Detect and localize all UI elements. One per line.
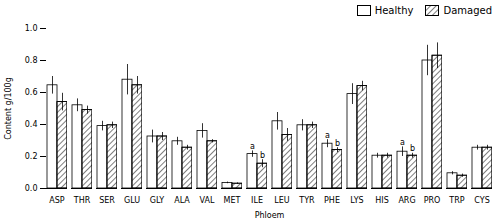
svg-text:a: a — [325, 131, 330, 140]
svg-text:a: a — [250, 142, 255, 151]
svg-text:GLU: GLU — [124, 196, 140, 205]
svg-text:GLY: GLY — [150, 196, 165, 205]
svg-text:Phloem: Phloem — [255, 211, 285, 220]
svg-text:PRO: PRO — [424, 196, 441, 205]
svg-text:0.4: 0.4 — [25, 120, 38, 129]
svg-text:0.2: 0.2 — [25, 152, 38, 161]
svg-text:CYS: CYS — [474, 196, 489, 205]
svg-text:PHE: PHE — [324, 196, 340, 205]
svg-text:ARG: ARG — [398, 196, 415, 205]
svg-text:THR: THR — [73, 196, 91, 205]
svg-text:0.0: 0.0 — [25, 184, 38, 193]
svg-text:HIS: HIS — [375, 196, 388, 205]
html-text:Damaged: Damaged — [443, 4, 492, 16]
svg-text:b: b — [410, 144, 415, 153]
svg-text:TRP: TRP — [448, 196, 464, 205]
svg-text:b: b — [335, 139, 340, 148]
svg-text:0.6: 0.6 — [25, 88, 38, 97]
svg-text:LYS: LYS — [350, 196, 363, 205]
svg-text:ASP: ASP — [49, 196, 65, 205]
svg-text:TYR: TYR — [298, 196, 315, 205]
html-text:Healthy: Healthy — [374, 4, 414, 16]
svg-text:a: a — [400, 138, 405, 147]
svg-text:Content g/100g: Content g/100g — [4, 77, 13, 139]
svg-text:VAL: VAL — [200, 196, 215, 205]
svg-text:1.0: 1.0 — [25, 24, 38, 33]
svg-text:SER: SER — [99, 196, 115, 205]
svg-text:b: b — [260, 151, 265, 160]
svg-text:ALA: ALA — [174, 196, 190, 205]
svg-text:MET: MET — [224, 196, 241, 205]
svg-text:LEU: LEU — [274, 196, 290, 205]
svg-text:ILE: ILE — [251, 196, 263, 205]
svg-text:0.8: 0.8 — [25, 56, 38, 65]
